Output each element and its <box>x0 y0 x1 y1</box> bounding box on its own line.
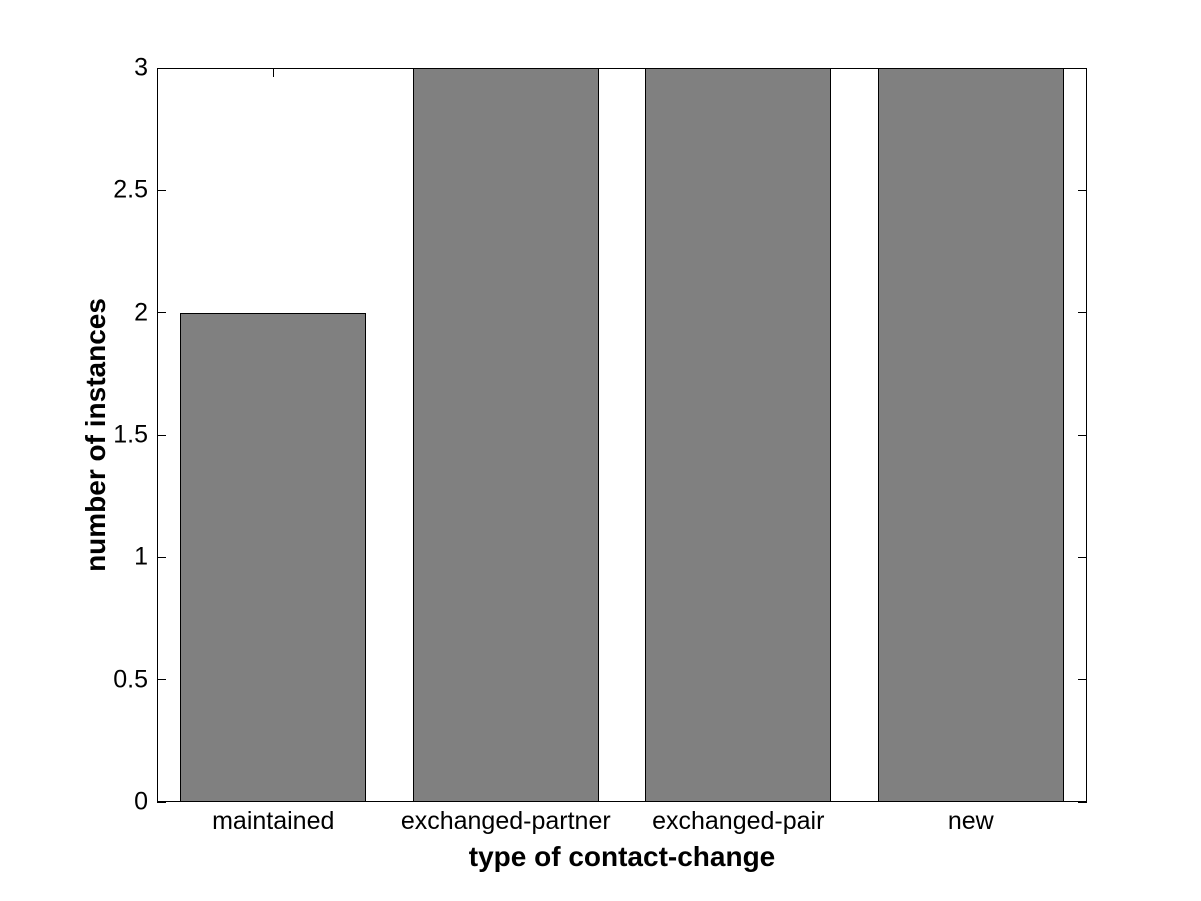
plot-area <box>157 67 1087 803</box>
y-tick-left <box>157 801 166 803</box>
y-tick-right <box>1078 189 1087 191</box>
x-tick-label: exchanged-pair <box>652 807 825 835</box>
bar <box>877 68 1064 802</box>
y-tick-right <box>1078 67 1087 69</box>
y-tick-label: 1.5 <box>113 420 148 449</box>
y-tick-label: 3 <box>134 53 148 82</box>
y-tick-left <box>157 67 166 69</box>
y-tick-left <box>157 312 166 314</box>
bar <box>645 68 832 802</box>
y-tick-label: 0.5 <box>113 665 148 694</box>
y-tick-label: 0 <box>134 787 148 816</box>
x-tick-label: exchanged-partner <box>400 807 611 835</box>
x-tick-top <box>272 68 274 77</box>
y-axis-label: number of instances <box>80 298 111 572</box>
y-tick-label: 2 <box>134 298 148 327</box>
y-tick-right <box>1078 312 1087 314</box>
y-tick-right <box>1078 434 1087 436</box>
x-tick-label: new <box>947 807 994 835</box>
y-tick-label: 2.5 <box>113 175 148 204</box>
x-tick-label: maintained <box>212 807 335 835</box>
y-tick-right <box>1078 556 1087 558</box>
bar <box>412 68 599 802</box>
y-tick-right <box>1078 801 1087 803</box>
y-tick-left <box>157 189 166 191</box>
y-tick-right <box>1078 679 1087 681</box>
y-tick-left <box>157 434 166 436</box>
x-axis-label: type of contact-change <box>468 841 776 872</box>
y-tick-left <box>157 556 166 558</box>
bar <box>180 312 367 802</box>
y-tick-left <box>157 679 166 681</box>
y-tick-label: 1 <box>134 542 148 571</box>
